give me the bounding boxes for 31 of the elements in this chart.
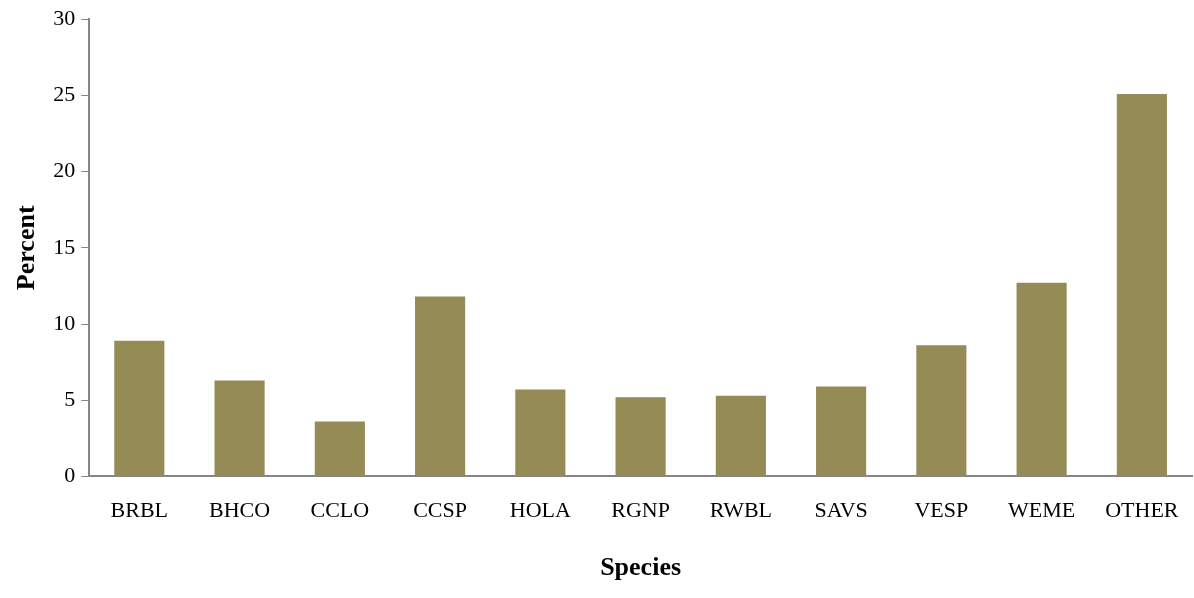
bar	[214, 380, 265, 476]
x-tick-label: RWBL	[709, 497, 773, 523]
bar	[816, 386, 867, 476]
x-tick-label: RGNP	[611, 497, 670, 523]
x-tick-label: WEME	[1008, 497, 1076, 523]
x-axis-title: Species	[600, 552, 682, 582]
x-tick-label: HOLA	[509, 497, 571, 523]
bar	[314, 421, 365, 476]
bar	[415, 296, 466, 476]
x-tick-label: VESP	[914, 497, 969, 523]
bar	[1116, 93, 1167, 476]
y-tick-label: 30	[53, 4, 76, 30]
bar	[114, 340, 165, 476]
x-tick-label: SAVS	[814, 497, 868, 523]
y-axis-title: Percent	[11, 205, 41, 291]
y-tick-label: 0	[64, 462, 76, 488]
bar	[515, 389, 566, 476]
x-tick-label: OTHER	[1105, 497, 1179, 523]
x-tick-label: CCSP	[413, 497, 467, 523]
x-tick-label: CCLO	[310, 497, 370, 523]
bar	[715, 395, 766, 476]
bar	[615, 397, 666, 476]
y-tick-label: 10	[53, 309, 76, 335]
y-tick-label: 25	[53, 81, 76, 107]
bar	[916, 345, 967, 476]
x-tick-label: BRBL	[110, 497, 169, 523]
x-tick-label: BHCO	[209, 497, 271, 523]
y-tick-label: 5	[64, 385, 76, 411]
bar	[1016, 282, 1067, 476]
y-tick-label: 15	[53, 233, 76, 259]
y-tick-label: 20	[53, 157, 76, 183]
